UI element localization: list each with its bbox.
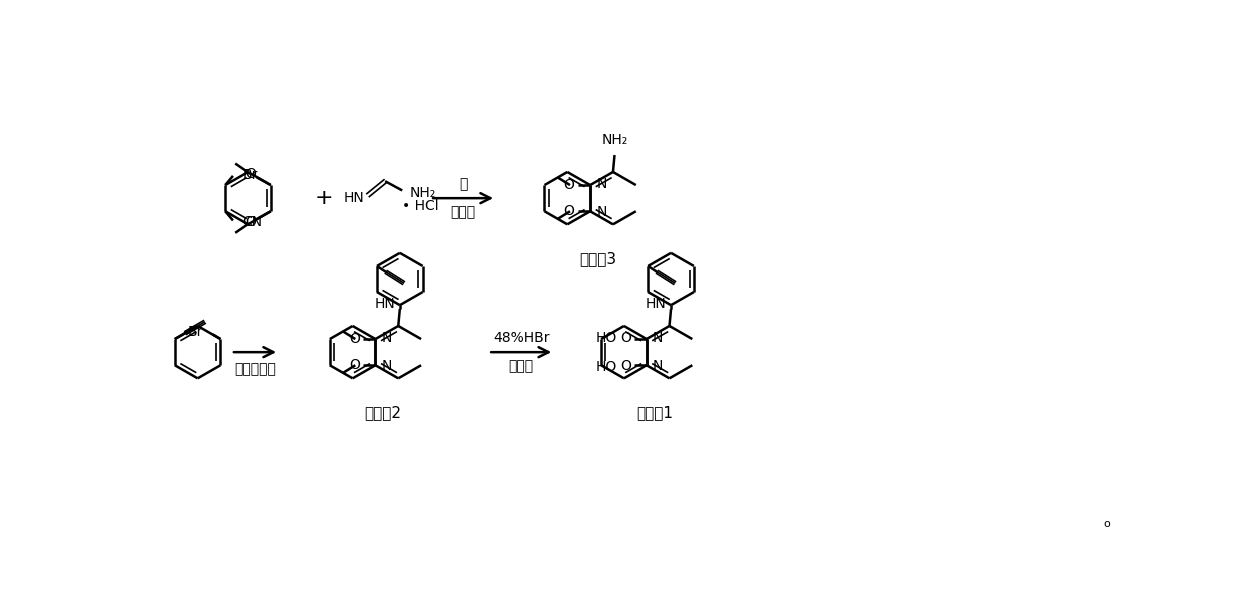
Text: NH₂: NH₂ [601, 134, 627, 147]
Text: 碱，催化剂: 碱，催化剂 [234, 362, 277, 376]
Text: 催化剂: 催化剂 [508, 359, 533, 373]
Text: CN: CN [242, 215, 263, 229]
Text: 48%HBr: 48%HBr [494, 331, 549, 345]
Text: Br: Br [243, 168, 258, 182]
Text: N: N [653, 331, 663, 345]
Text: O: O [620, 359, 631, 373]
Text: Br: Br [188, 325, 203, 339]
Text: HN: HN [343, 191, 365, 205]
Text: N: N [596, 177, 606, 191]
Text: O: O [564, 204, 574, 218]
Text: HN: HN [374, 298, 396, 311]
Text: 化合物3: 化合物3 [579, 251, 616, 266]
Text: O: O [350, 332, 360, 346]
Text: N: N [653, 359, 663, 373]
Text: O: O [246, 167, 257, 181]
Text: N: N [382, 331, 392, 345]
Text: O: O [564, 178, 574, 192]
Text: o: o [1104, 519, 1110, 529]
Text: • HCl: • HCl [402, 199, 439, 213]
Text: 化合物2: 化合物2 [365, 405, 402, 420]
Text: HO: HO [596, 331, 618, 344]
Text: 硌: 硌 [459, 177, 467, 191]
Text: NH₂: NH₂ [409, 186, 435, 200]
Text: O: O [350, 358, 360, 372]
Text: N: N [382, 359, 392, 373]
Text: HO: HO [596, 360, 618, 374]
Text: +: + [315, 188, 334, 208]
Text: 化合物1: 化合物1 [636, 405, 673, 420]
Text: N: N [596, 205, 606, 219]
Text: 催化剂: 催化剂 [450, 205, 476, 219]
Text: HN: HN [646, 298, 666, 311]
Text: O: O [620, 331, 631, 345]
Text: O: O [246, 215, 257, 229]
